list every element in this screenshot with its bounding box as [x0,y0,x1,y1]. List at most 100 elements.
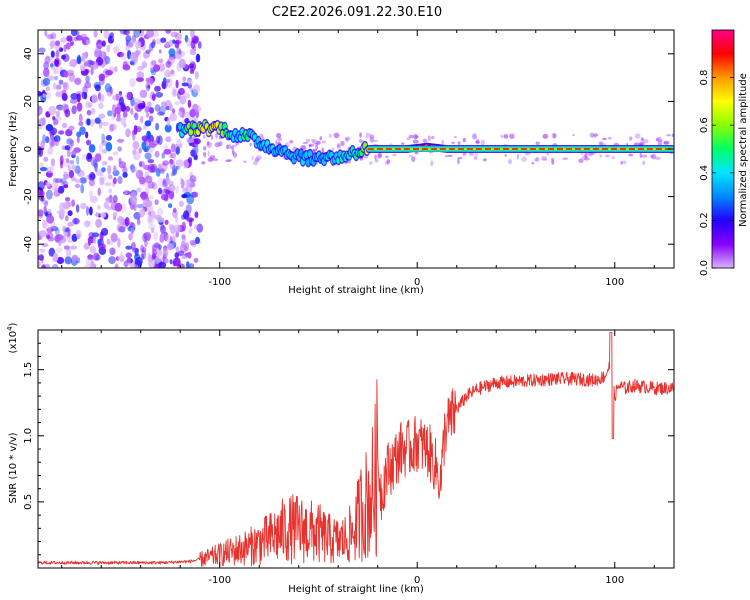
noise-blob [149,107,154,114]
noise-blob [195,236,200,244]
halo-blob [562,157,569,160]
noise-blob [166,117,171,127]
noise-blob [44,30,48,37]
noise-blob [41,117,46,126]
noise-blob [167,203,173,209]
noise-blob [125,91,132,100]
noise-blob [146,130,152,140]
noise-blob [120,251,124,260]
noise-blob [145,185,150,196]
noise-blob [65,128,73,137]
noise-blob [150,163,158,173]
noise-blob [107,174,113,180]
noise-blob [66,35,73,42]
halo-blob [620,161,623,165]
noise-blob [55,91,63,98]
noise-blob [148,205,154,212]
noise-blob [175,185,179,195]
noise-blob [100,95,105,102]
halo-blob [347,160,351,164]
noise-blob [172,165,178,174]
noise-blob [53,68,57,75]
noise-blob [95,43,103,50]
noise-blob [74,77,82,86]
noise-blob [175,159,184,168]
noise-blob [55,64,60,75]
noise-blob [61,103,69,111]
noise-blob [190,39,196,50]
noise-blob [114,106,122,115]
noise-blob [85,75,90,83]
noise-blob [176,47,182,55]
noise-blob [107,240,114,245]
noise-blob [93,49,100,58]
colorbar-bar [711,29,735,269]
noise-blob [135,50,140,58]
noise-blob [91,94,98,104]
noise-blob [194,211,199,218]
noise-blob [54,44,62,52]
halo-blob [431,135,435,140]
noise-blob [39,167,48,172]
x-tick-label: 100 [605,575,624,586]
noise-blob [95,212,100,217]
halo-blob [337,143,340,148]
noise-blob [104,197,112,202]
noise-blob [152,248,157,258]
noise-blob [160,37,167,43]
noise-blob [62,225,66,232]
noise-blob [174,252,180,259]
noise-blob [66,69,75,77]
noise-blob [161,101,167,107]
noise-blob [55,50,60,58]
noise-blob [41,263,46,268]
noise-blob [154,85,161,92]
noise-blob [183,159,189,169]
x-tick-label: 0 [414,575,420,586]
halo-blob [504,154,507,157]
noise-blob [104,56,111,65]
noise-blob [54,137,60,147]
noise-blob [174,32,182,41]
halo-blob [374,154,377,161]
halo-blob [480,139,485,146]
ridge-core [188,128,194,136]
noise-blob [192,84,201,94]
noise-blob [165,60,172,68]
halo-blob [251,155,254,161]
noise-blob [84,81,92,89]
noise-blob [40,140,45,149]
noise-blob [79,177,87,184]
noise-blob [46,91,51,100]
noise-blob [145,77,150,83]
noise-blob [138,147,142,154]
noise-blob [71,105,77,115]
halo-blob [531,161,535,165]
noise-blob [147,159,155,164]
noise-blob [65,197,71,202]
noise-blob [81,91,87,100]
halo-blob [546,152,550,156]
noise-blob [170,172,175,177]
noise-blob [153,263,161,268]
y-tick-label: 0 [23,146,34,152]
noise-blob [67,164,71,172]
noise-blob [163,77,167,83]
halo-blob [202,152,207,157]
noise-blob [157,177,165,188]
noise-blob [130,163,136,174]
noise-blob [125,105,131,112]
noise-blob [171,234,176,244]
noise-blob [99,177,105,186]
noise-blob [117,176,123,185]
noise-blob [162,177,167,185]
noise-blob [64,256,72,265]
noise-blob [98,243,106,250]
noise-blob [69,139,75,147]
noise-blob [164,124,172,133]
noise-blob [195,109,199,119]
halo-blob [321,147,325,154]
halo-blob [584,152,588,159]
halo-blob [453,135,457,139]
halo-blob [551,157,554,161]
